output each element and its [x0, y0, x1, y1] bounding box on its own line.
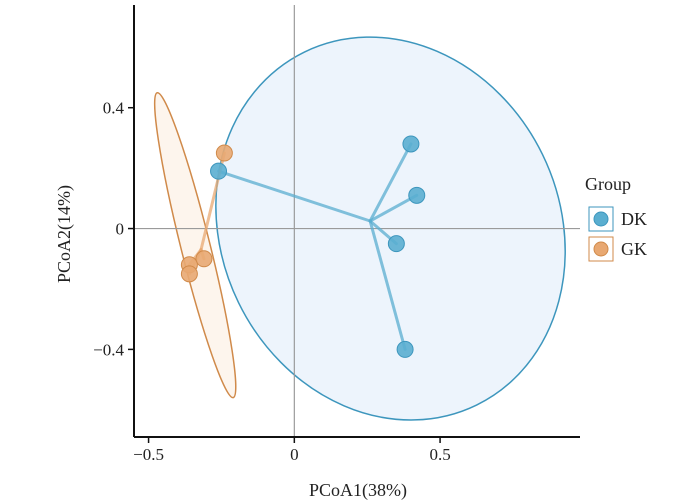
legend-label-dk: DK	[621, 209, 647, 229]
y-axis-ticks: −0.4 0 0.4	[93, 99, 134, 359]
point-dk-3	[396, 340, 414, 358]
ellipse-gk	[153, 91, 237, 399]
y-tick-label-0: −0.4	[93, 340, 124, 359]
data-points	[180, 135, 426, 358]
x-axis-title: PCoA1(38%)	[309, 480, 407, 501]
x-axis-ticks: −0.5 0 0.5	[133, 437, 451, 464]
legend-title: Group	[585, 174, 631, 194]
spoke-dk-4	[217, 169, 372, 223]
spoke-dk-3	[368, 219, 407, 351]
point-gk-1	[195, 250, 213, 268]
point-dk-1	[408, 186, 426, 204]
spoke-dk-0	[368, 142, 413, 223]
axes	[133, 5, 580, 438]
confidence-ellipses	[153, 36, 566, 421]
x-tick-label-0: −0.5	[133, 445, 164, 464]
x-tick-label-2: 0.5	[429, 445, 450, 464]
legend: Group DK GK	[585, 174, 647, 262]
legend-marker-dk	[593, 211, 609, 227]
legend-marker-gk	[593, 241, 609, 257]
y-axis-title: PCoA2(14%)	[54, 185, 75, 283]
reference-lines	[134, 5, 580, 437]
legend-label-gk: GK	[621, 239, 647, 259]
point-gk-0	[215, 144, 233, 162]
y-tick-label-2: 0.4	[103, 99, 125, 118]
y-tick-label-1: 0	[116, 220, 125, 239]
point-dk-2	[387, 235, 405, 253]
point-dk-4	[210, 162, 228, 180]
x-tick-label-1: 0	[290, 445, 299, 464]
spoke-dk-1	[368, 193, 419, 223]
point-gk-3	[180, 265, 198, 283]
point-dk-0	[402, 135, 420, 153]
